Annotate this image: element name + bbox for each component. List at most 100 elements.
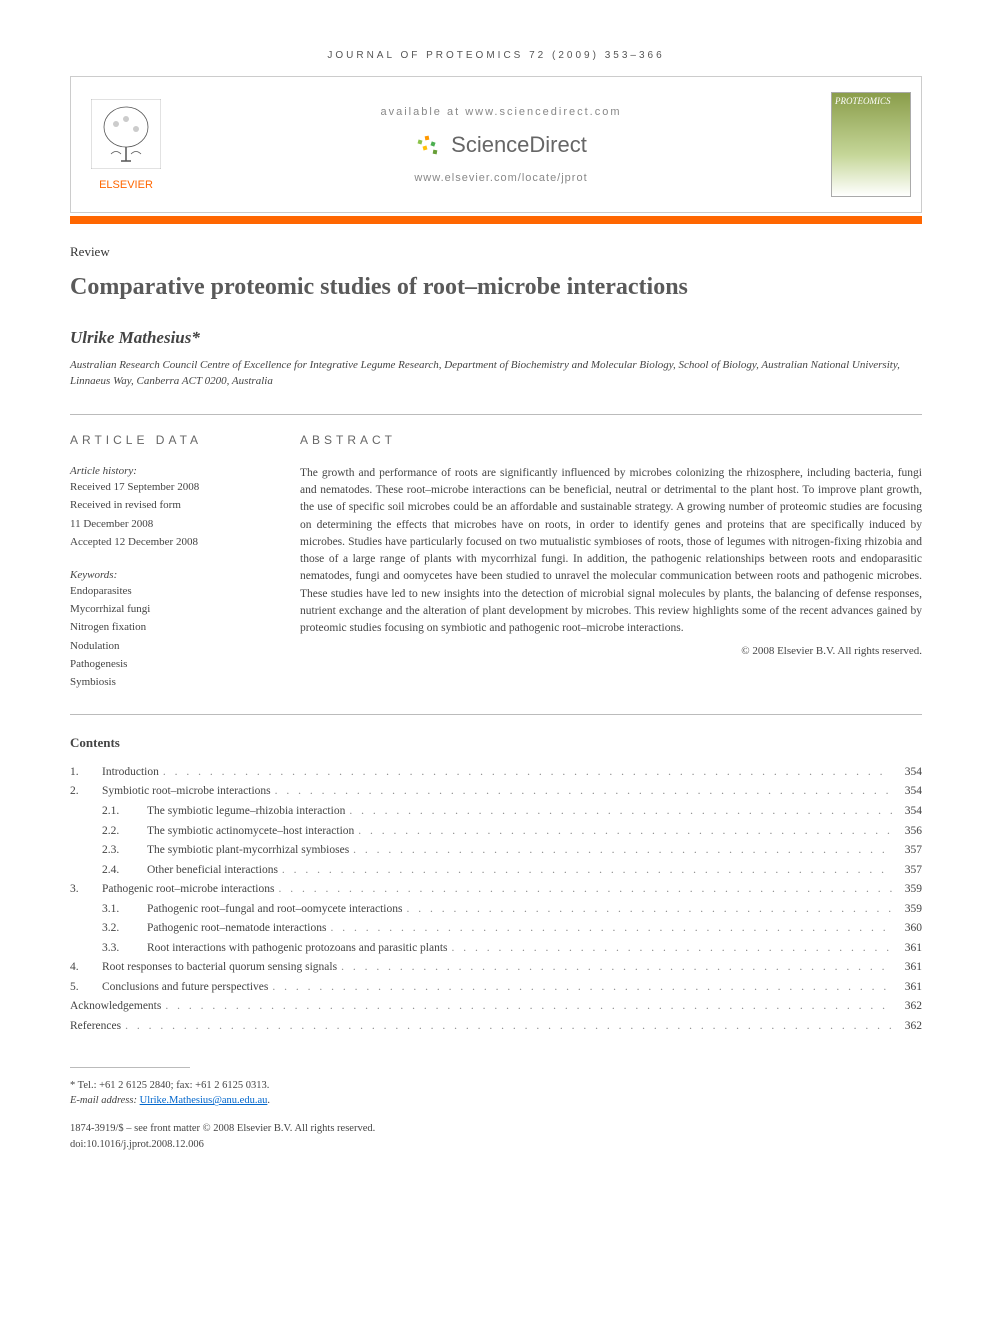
toc-number: 2.4. — [70, 861, 147, 881]
toc-title: The symbiotic plant-mycorrhizal symbiose… — [147, 841, 349, 861]
toc-entry: 1.Introduction. . . . . . . . . . . . . … — [70, 763, 922, 783]
toc-entry: 5.Conclusions and future perspectives. .… — [70, 978, 922, 998]
sciencedirect-icon — [415, 130, 445, 160]
toc-title: Pathogenic root–nematode interactions — [147, 919, 326, 939]
abstract-text: The growth and performance of roots are … — [300, 465, 922, 638]
orange-divider-bar — [70, 216, 922, 224]
toc-dots: . . . . . . . . . . . . . . . . . . . . … — [349, 841, 892, 861]
keyword-item: Nodulation — [70, 639, 270, 654]
toc-entry: 2.3.The symbiotic plant-mycorrhizal symb… — [70, 841, 922, 861]
toc-page: 360 — [892, 919, 922, 939]
abstract-column: ABSTRACT The growth and performance of r… — [300, 433, 922, 694]
toc-entry: 3.2.Pathogenic root–nematode interaction… — [70, 919, 922, 939]
toc-dots: . . . . . . . . . . . . . . . . . . . . … — [326, 919, 892, 939]
email-label: E-mail address: — [70, 1095, 137, 1106]
toc-title: Other beneficial interactions — [147, 861, 278, 881]
toc-entry: 3.3.Root interactions with pathogenic pr… — [70, 939, 922, 959]
toc-page: 357 — [892, 841, 922, 861]
toc-title: Conclusions and future perspectives — [102, 978, 268, 998]
elsevier-tree-icon — [91, 99, 161, 169]
toc-dots: . . . . . . . . . . . . . . . . . . . . … — [402, 900, 892, 920]
toc-title: Pathogenic root–microbe interactions — [102, 880, 274, 900]
toc-page: 361 — [892, 939, 922, 959]
toc-entry: 2.2.The symbiotic actinomycete–host inte… — [70, 822, 922, 842]
toc-entry: 3.Pathogenic root–microbe interactions. … — [70, 880, 922, 900]
keyword-item: Pathogenesis — [70, 657, 270, 672]
toc-entry: References. . . . . . . . . . . . . . . … — [70, 1017, 922, 1037]
accepted-date: Accepted 12 December 2008 — [70, 535, 270, 550]
toc-number: 2.1. — [70, 802, 147, 822]
keywords-block: Keywords: Endoparasites Mycorrhizal fung… — [70, 569, 270, 691]
toc-page: 357 — [892, 861, 922, 881]
keyword-item: Symbiosis — [70, 675, 270, 690]
journal-cover-thumbnail: PROTEOMICS — [831, 92, 911, 197]
contents-divider — [70, 714, 922, 715]
toc-number: 2.3. — [70, 841, 147, 861]
toc-title: Root responses to bacterial quorum sensi… — [102, 958, 337, 978]
toc-title: Pathogenic root–fungal and root–oomycete… — [147, 900, 402, 920]
toc-page: 359 — [892, 880, 922, 900]
contents-heading: Contents — [70, 735, 922, 751]
revised-date-line1: Received in revised form — [70, 498, 270, 513]
toc-number: 1. — [70, 763, 102, 783]
table-of-contents: 1.Introduction. . . . . . . . . . . . . … — [70, 763, 922, 1037]
received-date: Received 17 September 2008 — [70, 480, 270, 495]
history-label: Article history: — [70, 465, 270, 477]
toc-page: 354 — [892, 763, 922, 783]
toc-number: 3.1. — [70, 900, 147, 920]
elsevier-label: ELSEVIER — [81, 179, 171, 191]
toc-title: The symbiotic legume–rhizobia interactio… — [147, 802, 345, 822]
toc-dots: . . . . . . . . . . . . . . . . . . . . … — [278, 861, 892, 881]
toc-page: 361 — [892, 958, 922, 978]
toc-dots: . . . . . . . . . . . . . . . . . . . . … — [337, 958, 892, 978]
toc-title: References — [70, 1017, 121, 1037]
toc-number: 2.2. — [70, 822, 147, 842]
doi: doi:10.1016/j.jprot.2008.12.006 — [70, 1137, 922, 1153]
toc-page: 354 — [892, 802, 922, 822]
author-name: Ulrike Mathesius* — [70, 328, 922, 348]
toc-number: 3.3. — [70, 939, 147, 959]
toc-dots: . . . . . . . . . . . . . . . . . . . . … — [268, 978, 892, 998]
article-type: Review — [70, 244, 922, 260]
section-divider — [70, 414, 922, 415]
toc-dots: . . . . . . . . . . . . . . . . . . . . … — [271, 782, 892, 802]
cover-title: PROTEOMICS — [835, 96, 907, 106]
revised-date-line2: 11 December 2008 — [70, 517, 270, 532]
toc-entry: Acknowledgements. . . . . . . . . . . . … — [70, 997, 922, 1017]
keyword-item: Mycorrhizal fungi — [70, 602, 270, 617]
journal-citation-header: JOURNAL OF PROTEOMICS 72 (2009) 353–366 — [70, 50, 922, 61]
toc-dots: . . . . . . . . . . . . . . . . . . . . … — [354, 822, 892, 842]
email-link[interactable]: Ulrike.Mathesius@anu.edu.au — [140, 1095, 268, 1106]
toc-number: 5. — [70, 978, 102, 998]
article-info-section: ARTICLE DATA Article history: Received 1… — [70, 433, 922, 694]
article-data-heading: ARTICLE DATA — [70, 433, 270, 447]
toc-number: 4. — [70, 958, 102, 978]
toc-page: 362 — [892, 997, 922, 1017]
toc-page: 354 — [892, 782, 922, 802]
toc-dots: . . . . . . . . . . . . . . . . . . . . … — [159, 763, 892, 783]
toc-title: Acknowledgements — [70, 997, 161, 1017]
toc-dots: . . . . . . . . . . . . . . . . . . . . … — [345, 802, 892, 822]
toc-dots: . . . . . . . . . . . . . . . . . . . . … — [274, 880, 892, 900]
telephone-fax: * Tel.: +61 2 6125 2840; fax: +61 2 6125… — [70, 1078, 922, 1094]
keyword-item: Nitrogen fixation — [70, 620, 270, 635]
sciencedirect-logo: ScienceDirect — [171, 130, 831, 160]
publication-info: 1874-3919/$ – see front matter © 2008 El… — [70, 1121, 922, 1153]
toc-page: 356 — [892, 822, 922, 842]
copyright-text: © 2008 Elsevier B.V. All rights reserved… — [300, 645, 922, 657]
toc-entry: 4.Root responses to bacterial quorum sen… — [70, 958, 922, 978]
toc-dots: . . . . . . . . . . . . . . . . . . . . … — [121, 1017, 892, 1037]
toc-entry: 2.1.The symbiotic legume–rhizobia intera… — [70, 802, 922, 822]
toc-title: The symbiotic actinomycete–host interact… — [147, 822, 354, 842]
toc-page: 361 — [892, 978, 922, 998]
elsevier-logo: ELSEVIER — [81, 99, 171, 191]
keyword-item: Endoparasites — [70, 584, 270, 599]
toc-entry: 2.4.Other beneficial interactions. . . .… — [70, 861, 922, 881]
sciencedirect-text: ScienceDirect — [451, 132, 587, 158]
toc-page: 362 — [892, 1017, 922, 1037]
toc-title: Introduction — [102, 763, 159, 783]
footnote-divider — [70, 1067, 190, 1068]
article-title: Comparative proteomic studies of root–mi… — [70, 272, 922, 303]
article-data-column: ARTICLE DATA Article history: Received 1… — [70, 433, 270, 694]
correspondence-footnote: * Tel.: +61 2 6125 2840; fax: +61 2 6125… — [70, 1078, 922, 1110]
